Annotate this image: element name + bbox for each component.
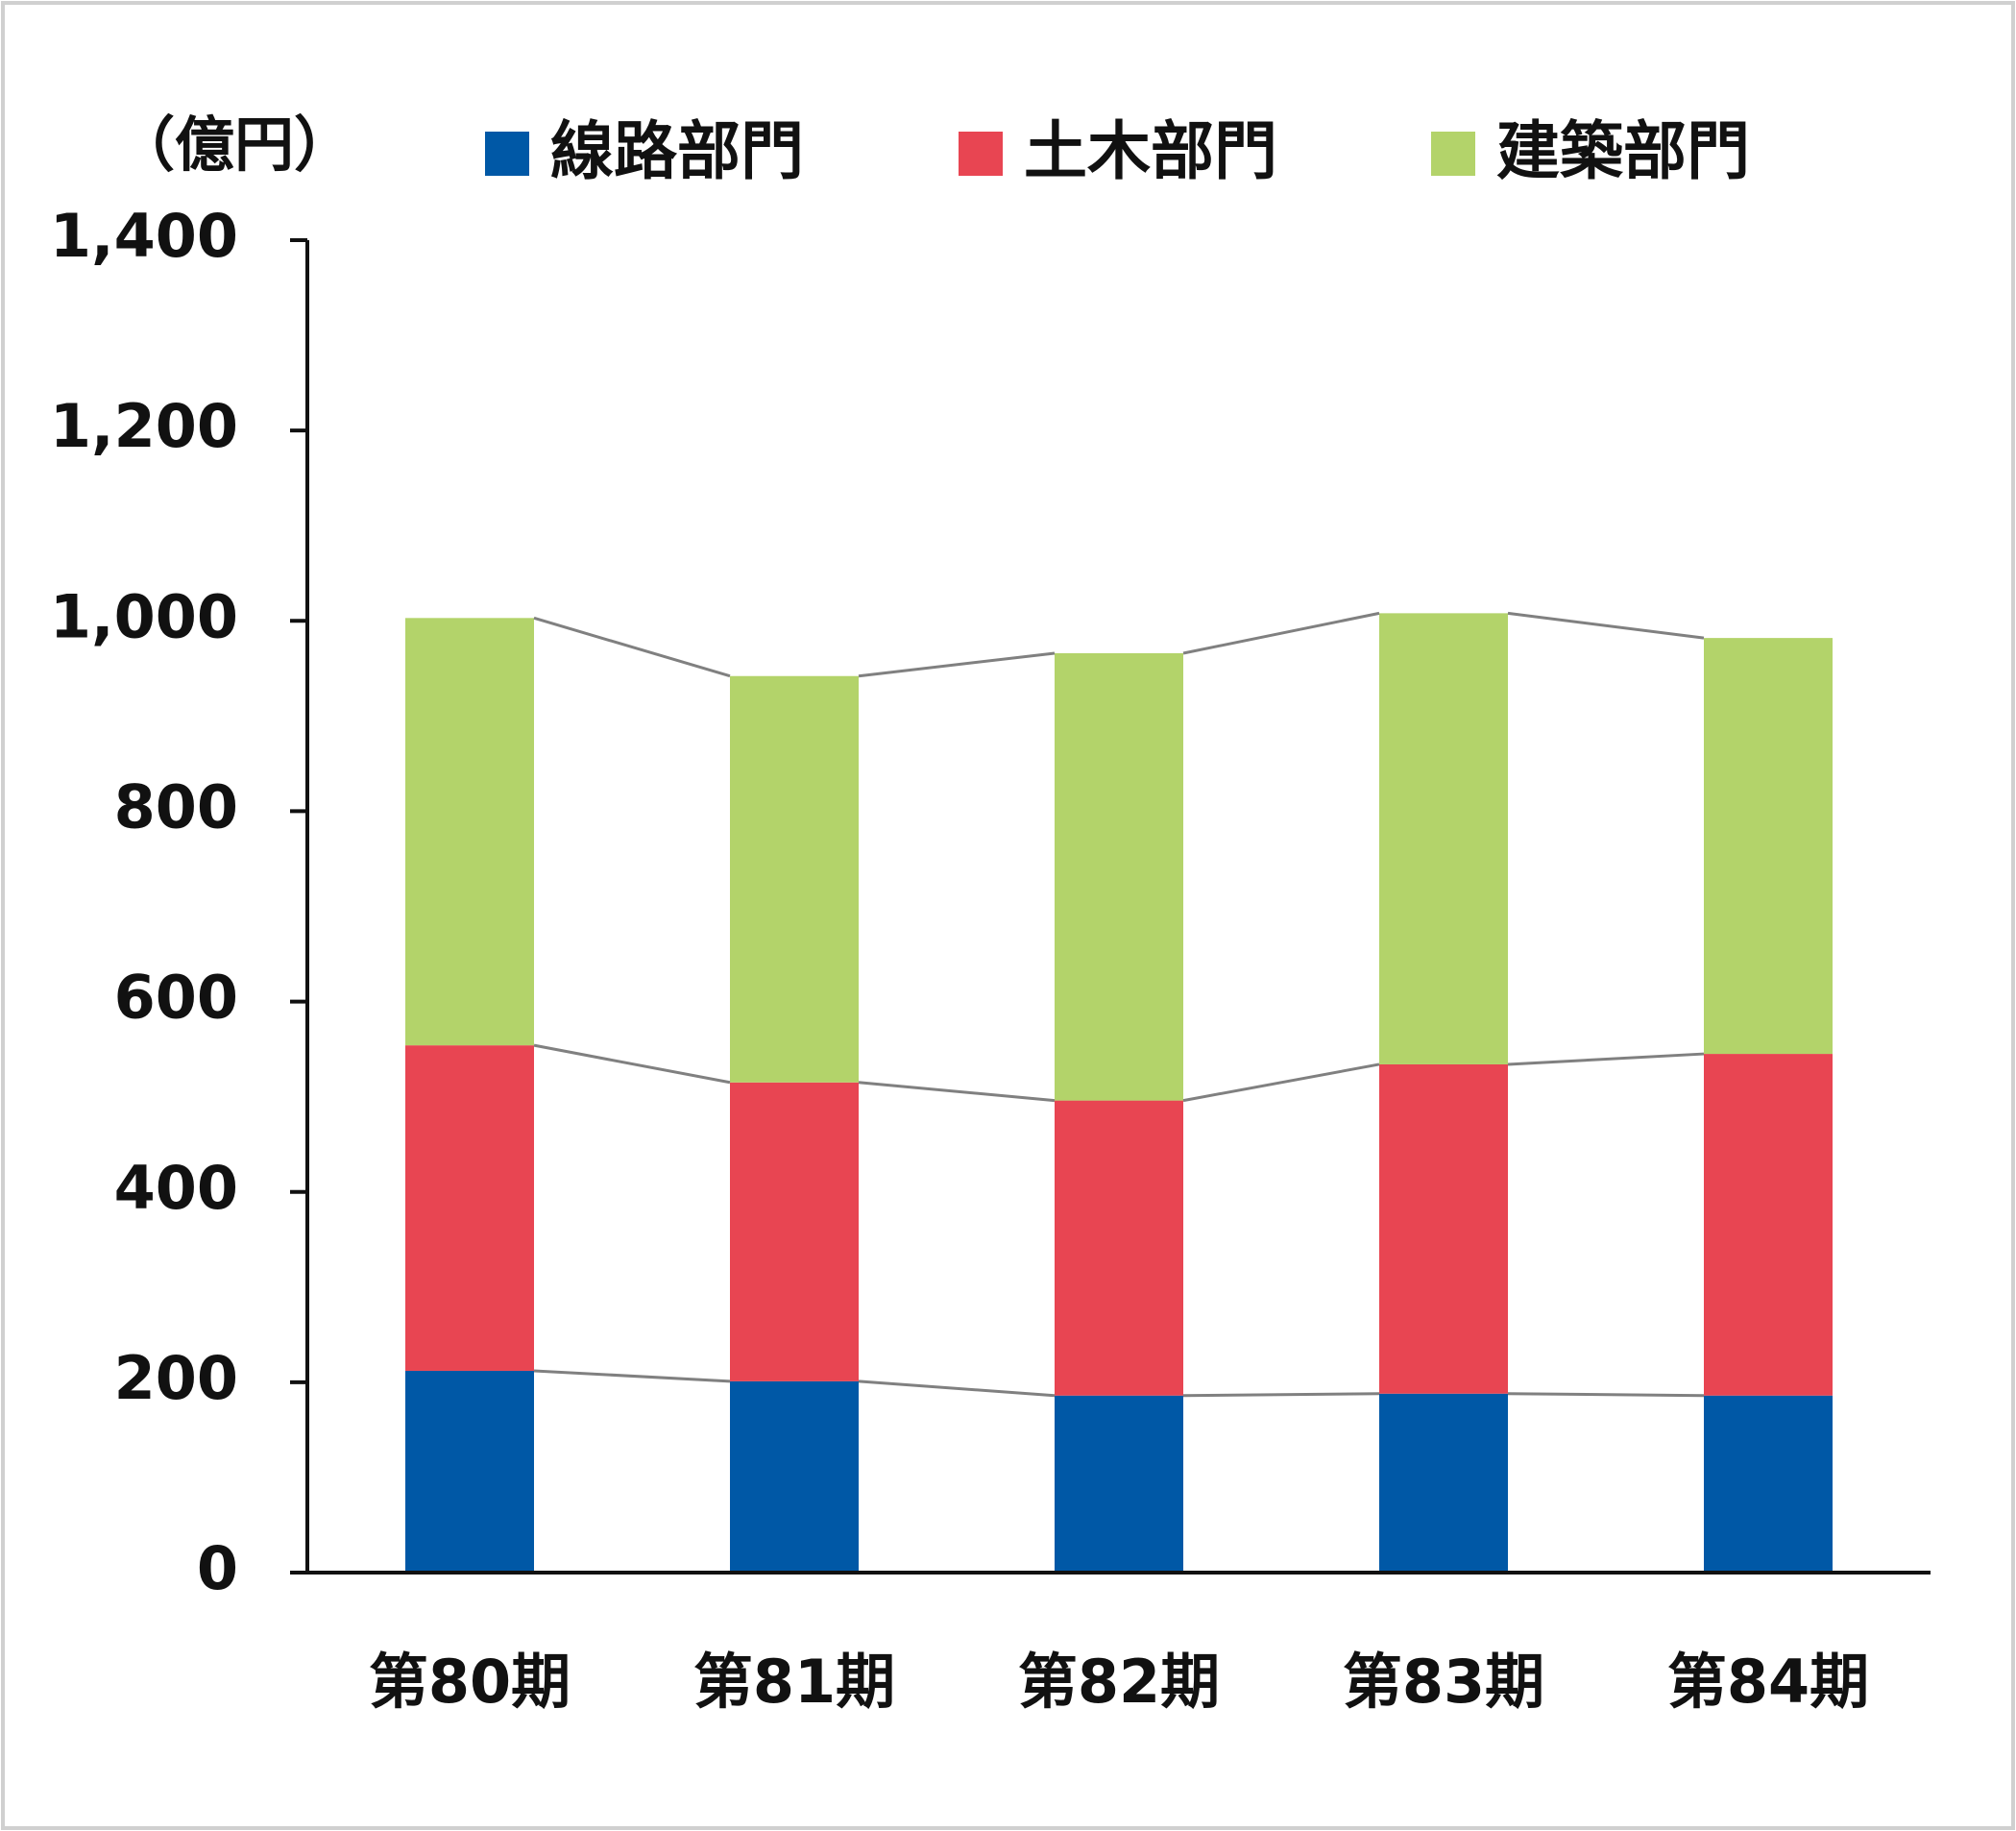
bar-segment [405,618,534,1046]
connector-line [858,1081,1056,1103]
x-tick-label: 第80期 [369,1647,571,1717]
legend-label: 土木部門 [1024,114,1277,188]
x-tick-label: 第84期 [1667,1647,1869,1717]
y-tick-label: 800 [114,772,238,842]
bar-segment [1055,1100,1183,1396]
bar-segment [730,675,859,1083]
y-tick-label: 1,000 [50,581,238,651]
connector-line [533,1369,731,1383]
y-tick-label: 1,200 [50,391,238,461]
bar-segment [1704,1054,1833,1396]
legend-label: 建築部門 [1496,114,1750,188]
legend-swatch [485,132,529,176]
connector-line [1182,1062,1380,1103]
legend-swatch [1431,132,1475,176]
y-tick-label: 0 [197,1533,238,1603]
unit-label: （億円） [115,110,353,180]
connector-line [1507,1392,1705,1398]
bar-segment [1379,613,1508,1064]
bar-segment [1704,1395,1833,1573]
y-tick-label: 400 [114,1153,238,1223]
bar-segment [1379,1063,1508,1394]
y-tick-label: 600 [114,963,238,1033]
connector-line [858,1379,1056,1398]
bar-segment [730,1082,859,1381]
bar-segment [730,1380,859,1573]
bar-segment [1055,652,1183,1101]
connector-line [533,1043,731,1085]
x-tick-label: 第83期 [1343,1647,1544,1717]
legend-swatch [959,132,1003,176]
bar-segment [405,1370,534,1573]
connector-line [1507,611,1705,640]
bar-segment [1055,1395,1183,1573]
connector-line [533,616,731,678]
bar-segment [1704,638,1833,1055]
y-tick-label: 1,400 [50,201,238,271]
bar-segment [1379,1393,1508,1573]
connector-line [1182,611,1380,655]
connector-line [1182,1392,1380,1398]
y-tick-label: 200 [114,1343,238,1413]
legend-label: 線路部門 [550,114,804,188]
x-tick-label: 第81期 [693,1647,895,1717]
connector-line [858,651,1056,678]
connector-line [1507,1052,1705,1066]
x-tick-label: 第82期 [1018,1647,1220,1717]
bar-segment [405,1045,534,1371]
